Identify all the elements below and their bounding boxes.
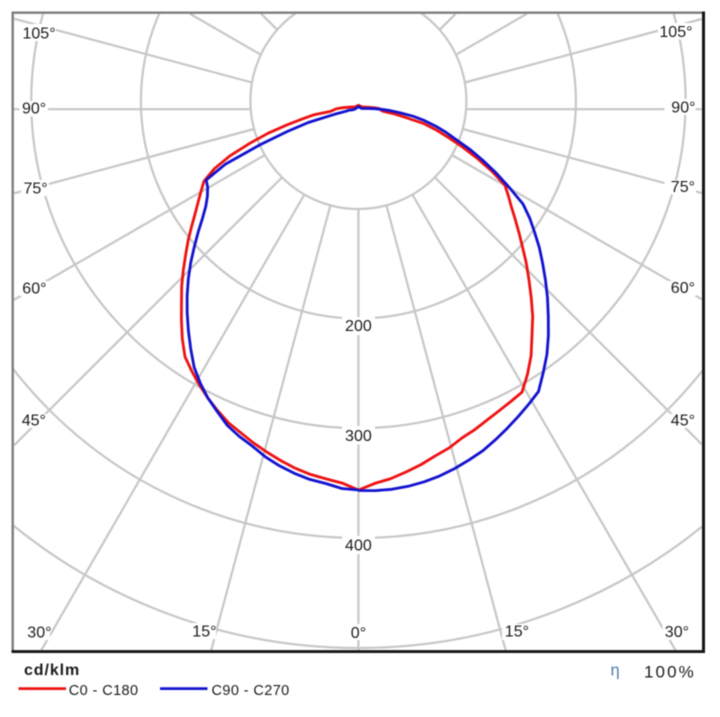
svg-text:105°: 105°: [23, 25, 56, 42]
svg-text:C90 - C270: C90 - C270: [212, 683, 290, 699]
svg-text:105°: 105°: [659, 24, 692, 41]
svg-text:90°: 90°: [671, 100, 695, 117]
svg-text:0°: 0°: [351, 625, 366, 642]
svg-text:75°: 75°: [671, 179, 695, 196]
svg-text:30°: 30°: [27, 624, 51, 641]
svg-text:30°: 30°: [665, 624, 689, 641]
svg-text:300: 300: [345, 428, 372, 445]
svg-text:η: η: [611, 661, 620, 679]
svg-text:100%: 100%: [644, 662, 696, 681]
svg-text:45°: 45°: [671, 413, 695, 430]
svg-text:75°: 75°: [24, 181, 48, 198]
svg-text:60°: 60°: [22, 280, 46, 297]
svg-text:cd/klm: cd/klm: [24, 662, 80, 679]
svg-text:15°: 15°: [192, 624, 216, 641]
svg-text:400: 400: [345, 537, 372, 554]
svg-text:60°: 60°: [671, 280, 695, 297]
svg-text:200: 200: [345, 318, 372, 335]
svg-text:45°: 45°: [22, 413, 46, 430]
svg-text:C0 - C180: C0 - C180: [69, 683, 139, 699]
svg-text:15°: 15°: [505, 624, 529, 641]
svg-text:90°: 90°: [22, 101, 46, 118]
